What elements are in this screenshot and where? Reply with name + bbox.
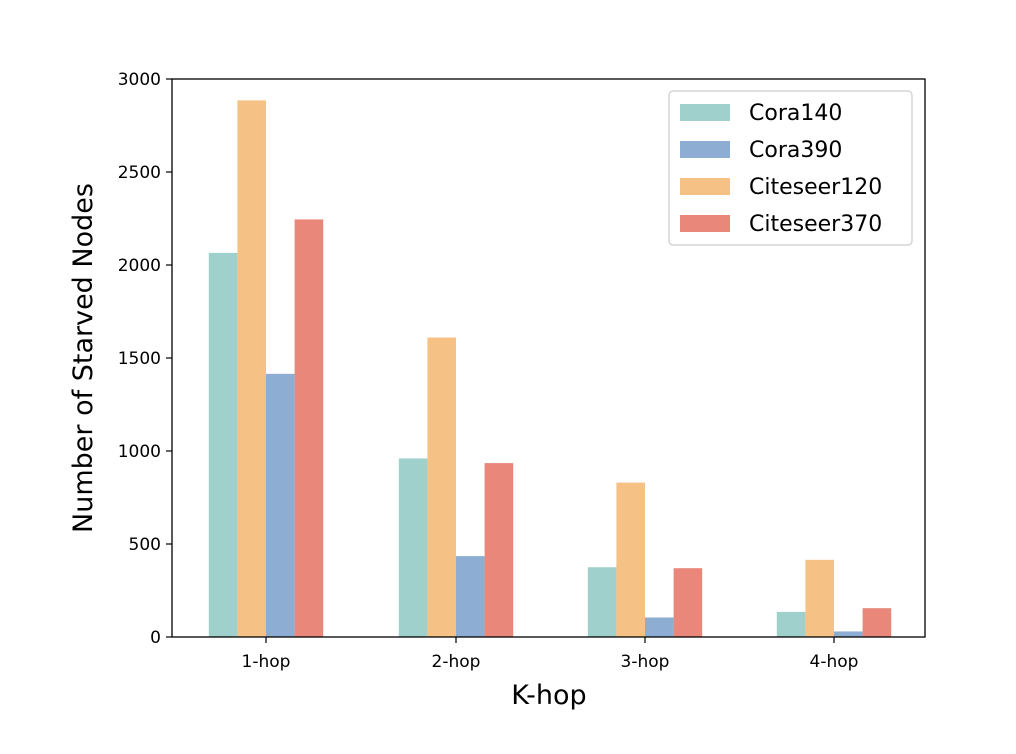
bar-cora140-3-hop	[587, 567, 617, 637]
bar-cora140-2-hop	[398, 458, 428, 637]
legend-label-citeseer370: Citeseer370	[749, 212, 882, 237]
bar-cora390-4-hop	[834, 631, 863, 637]
legend-label-citeseer120: Citeseer120	[749, 175, 882, 200]
legend: Cora140 Cora390 Citeseer120 Citeseer370	[668, 90, 913, 246]
bar-citeseer120-4-hop	[805, 559, 834, 637]
x-axis-label: K-hop	[511, 680, 586, 711]
bar-cora140-1-hop	[208, 252, 238, 637]
legend-swatch-citeseer120	[680, 178, 730, 195]
bar-cora390-3-hop	[645, 617, 674, 637]
y-axis-label: Number of Starved Nodes	[68, 183, 99, 533]
legend-label-cora140: Cora140	[749, 101, 842, 126]
bar-citeseer370-2-hop	[484, 463, 514, 637]
bar-citeseer370-4-hop	[862, 608, 892, 637]
legend-swatch-cora140	[680, 104, 730, 121]
bars-layer	[208, 100, 892, 637]
x-tick-label: 3-hop	[621, 652, 670, 672]
x-axis: 1-hop 2-hop 3-hop 4-hop	[242, 637, 859, 672]
bar-cora140-4-hop	[776, 611, 806, 637]
x-tick-label: 2-hop	[432, 652, 481, 672]
y-tick-label: 1000	[118, 442, 161, 462]
y-tick-label: 500	[129, 535, 161, 555]
bar-citeseer120-2-hop	[427, 337, 456, 637]
legend-label-cora390: Cora390	[749, 138, 842, 163]
legend-swatch-cora390	[680, 141, 730, 158]
legend-box	[668, 90, 913, 246]
legend-swatch-citeseer370	[680, 215, 730, 232]
bar-citeseer370-1-hop	[294, 219, 324, 637]
y-tick-label: 0	[150, 628, 161, 648]
y-axis: 0 500 1000 1500 2000 2500 3000	[118, 70, 172, 648]
x-tick-label: 1-hop	[242, 652, 291, 672]
bar-cora390-2-hop	[456, 556, 485, 637]
bar-citeseer370-3-hop	[673, 568, 703, 637]
y-tick-label: 3000	[118, 70, 161, 90]
bar-citeseer120-1-hop	[237, 100, 266, 637]
x-tick-label: 4-hop	[810, 652, 859, 672]
y-tick-label: 2500	[118, 163, 161, 183]
bar-cora390-1-hop	[266, 373, 295, 637]
y-tick-label: 1500	[118, 349, 161, 369]
bar-citeseer120-3-hop	[616, 482, 645, 637]
y-tick-label: 2000	[118, 256, 161, 276]
